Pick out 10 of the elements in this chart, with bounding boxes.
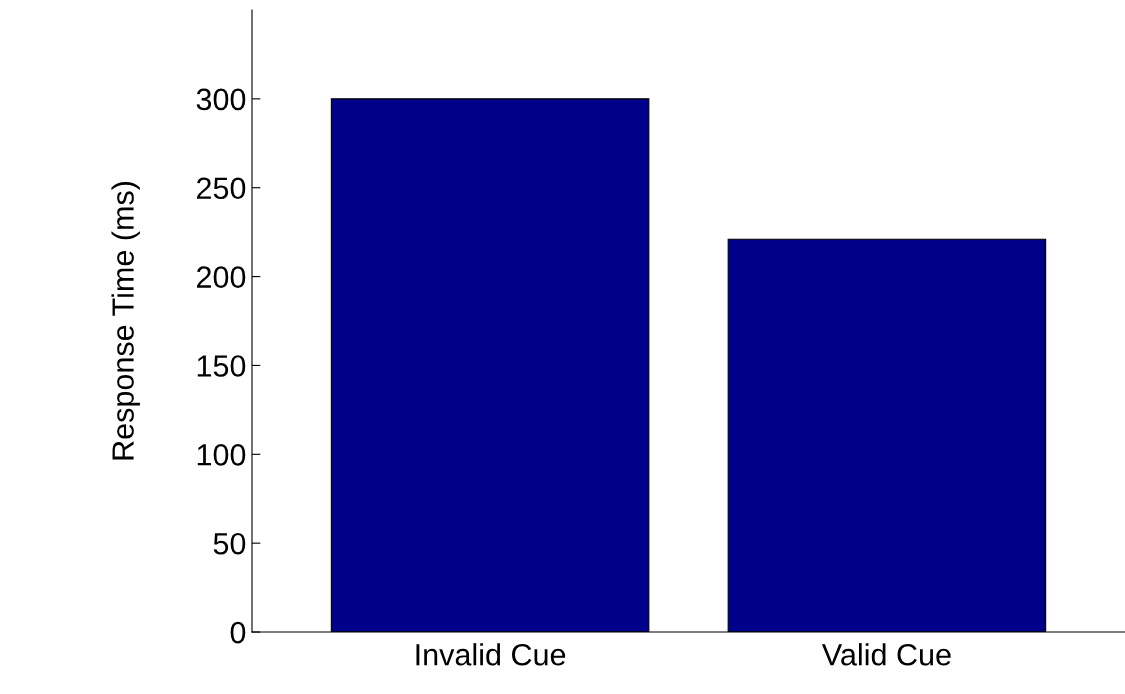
x-tick-label: Invalid Cue (416, 643, 566, 666)
y-tick-label: 200 (197, 266, 246, 288)
y-tick-label: 300 (196, 88, 246, 111)
y-axis-title: Response Time (ms) (111, 181, 140, 460)
y-tick-label: 50 (213, 532, 246, 555)
x-tick-label: Valid Cue (821, 643, 951, 666)
y-tick-label: 150 (197, 355, 246, 377)
y-tick-label: 0 (230, 621, 246, 644)
y-tick-label: 100 (197, 444, 246, 466)
y-tick-label: 250 (197, 177, 246, 200)
